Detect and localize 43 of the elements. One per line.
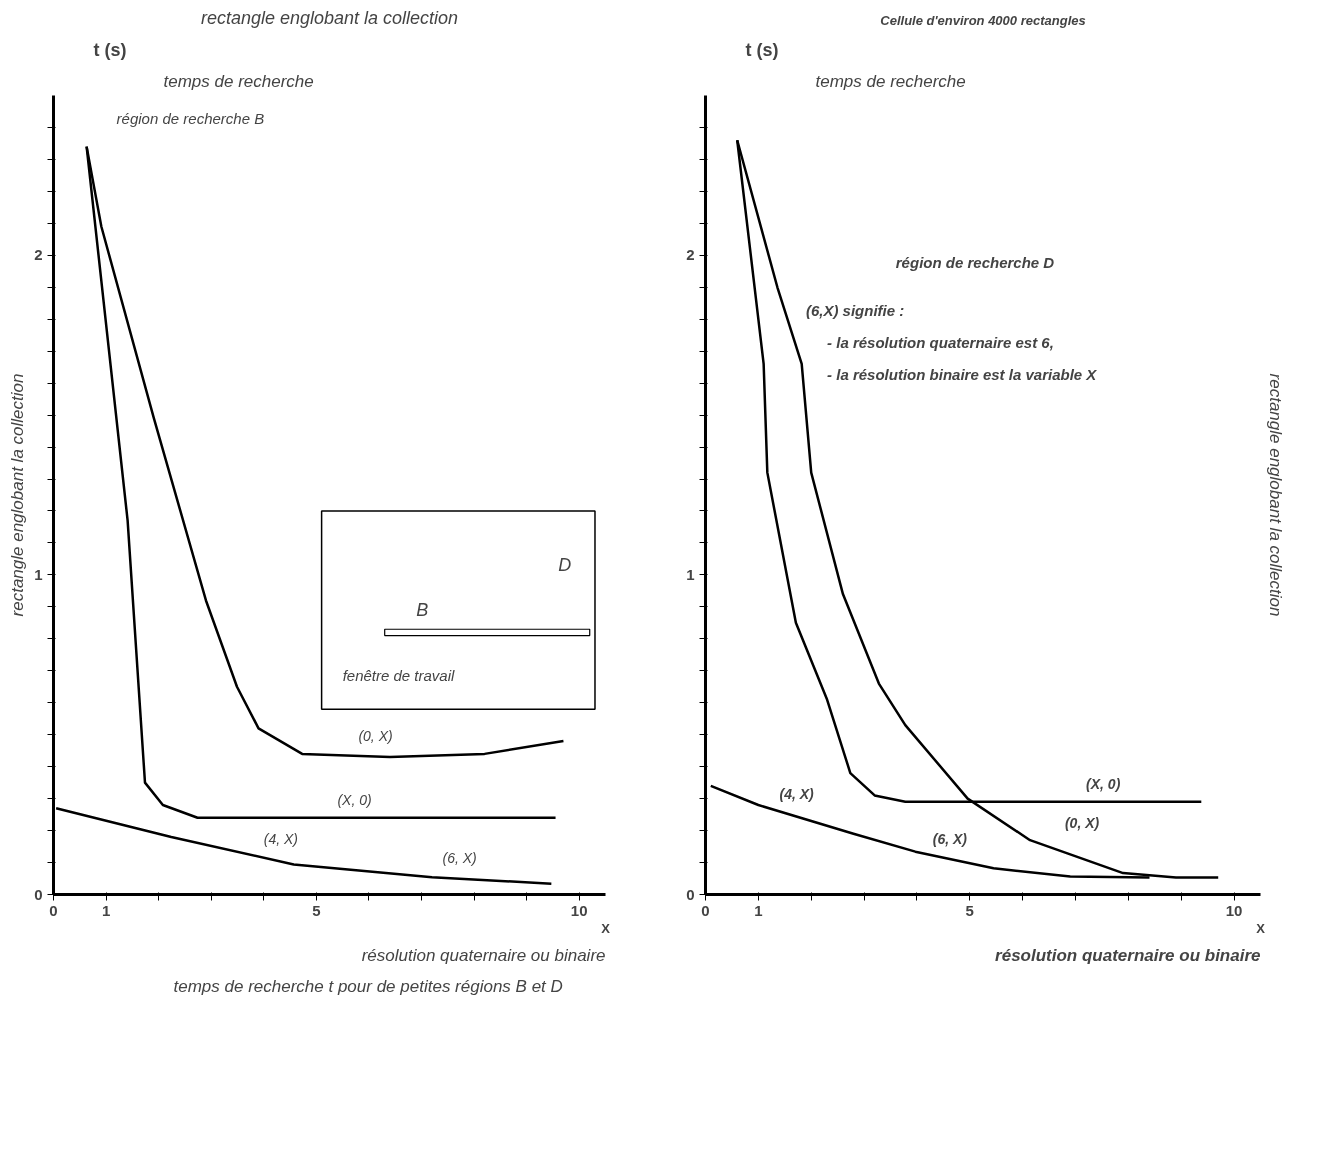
annotation: (0, X) — [1064, 814, 1100, 831]
annotation: (6, X) — [442, 849, 477, 866]
annotation: D — [558, 554, 572, 575]
annotation: (6, X) — [932, 830, 968, 847]
x-tick-label: 10 — [1225, 901, 1243, 919]
x-tick-label: 5 — [312, 901, 321, 919]
annotation: (6,X) signifie : — [805, 302, 905, 320]
annotation: fenêtre de travail — [342, 666, 456, 684]
y-tick-label: 1 — [686, 565, 695, 583]
text: temps de recherche — [815, 71, 966, 91]
text: temps de recherche t pour de petites régions B et D — [173, 976, 563, 996]
annotation: (X, 0) — [1086, 776, 1121, 793]
text: rectangle englobant la collection — [1265, 373, 1285, 617]
annotation: (0, X) — [358, 728, 393, 745]
y-tick-label: 0 — [686, 885, 695, 903]
text: temps de recherche — [163, 71, 314, 91]
text: rectangle englobant la collection — [7, 373, 27, 617]
annotation: (X, 0) — [337, 792, 372, 809]
text: résolution quaternaire ou binaire — [361, 945, 606, 965]
y-axis-title: t (s) — [93, 39, 127, 60]
annotation: région de recherche D — [895, 254, 1055, 272]
chart-title: Cellule d'environ 4000 rectangles — [880, 12, 1086, 28]
y-tick-label: 1 — [34, 565, 43, 583]
x-axis-title: X — [601, 920, 611, 936]
annotation: région de recherche B — [116, 110, 265, 128]
x-tick-label: 1 — [101, 901, 111, 919]
x-axis-title: X — [1256, 920, 1266, 936]
x-tick-label: 1 — [754, 901, 763, 919]
text: résolution quaternaire ou binaire — [995, 945, 1261, 965]
chart-title: rectangle englobant la collection — [200, 7, 459, 28]
y-tick-label: 2 — [34, 246, 43, 264]
y-axis-title: t (s) — [745, 39, 779, 60]
annotation: - la résolution quaternaire est 6, — [827, 334, 1054, 352]
annotation: B — [416, 599, 429, 620]
x-tick-label: 0 — [49, 901, 58, 919]
annotation: (4, X) — [263, 830, 299, 847]
x-tick-label: 0 — [701, 901, 710, 919]
x-tick-label: 5 — [965, 901, 974, 919]
annotation: (4, X) — [779, 785, 815, 802]
annotation: - la résolution binaire est la variable X — [827, 366, 1098, 384]
x-tick-label: 10 — [570, 901, 588, 919]
y-tick-label: 0 — [34, 885, 43, 903]
y-tick-label: 2 — [686, 246, 695, 264]
